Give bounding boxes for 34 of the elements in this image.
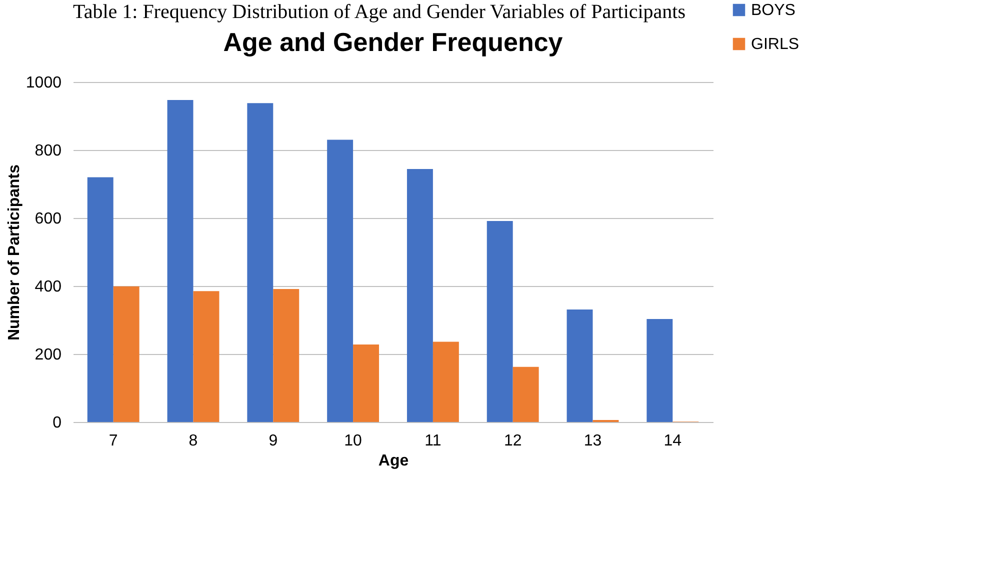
legend-label: GIRLS bbox=[751, 36, 800, 53]
caption: Table 1: Frequency Distribution of Age and Gender Variables of Participants bbox=[73, 1, 686, 23]
bar bbox=[512, 366, 539, 422]
bar bbox=[327, 140, 354, 422]
y-tick-label: 200 bbox=[34, 346, 62, 364]
bar bbox=[273, 289, 300, 422]
bar bbox=[646, 318, 673, 422]
y-tick-label: 400 bbox=[34, 278, 62, 296]
bar bbox=[247, 103, 274, 422]
y-tick-label: 600 bbox=[34, 210, 62, 228]
y-tick-label: 0 bbox=[52, 414, 62, 432]
x-tick-label: 11 bbox=[424, 432, 442, 450]
chart-title: Age and Gender Frequency bbox=[223, 27, 564, 57]
x-tick-label: 10 bbox=[344, 432, 362, 450]
bar bbox=[113, 286, 140, 422]
x-axis-title: Age bbox=[378, 452, 409, 470]
x-tick-label: 14 bbox=[664, 432, 682, 450]
bar bbox=[87, 177, 114, 422]
x-tick-label: 12 bbox=[504, 432, 522, 450]
bar bbox=[193, 291, 220, 422]
bar bbox=[432, 342, 459, 422]
bar bbox=[353, 344, 380, 422]
bar bbox=[167, 100, 194, 422]
bar bbox=[486, 221, 513, 422]
x-tick-label: 13 bbox=[584, 432, 602, 450]
x-tick-label: 8 bbox=[188, 432, 198, 450]
bar bbox=[406, 169, 433, 422]
y-tick-label: 800 bbox=[34, 142, 62, 160]
x-tick-label: 9 bbox=[268, 432, 278, 450]
y-tick-label: 1000 bbox=[26, 74, 62, 92]
x-tick-label: 7 bbox=[108, 432, 118, 450]
y-axis-title: Number of Participants bbox=[6, 164, 23, 341]
bar bbox=[566, 309, 593, 422]
legend-label: BOYS bbox=[751, 2, 796, 19]
